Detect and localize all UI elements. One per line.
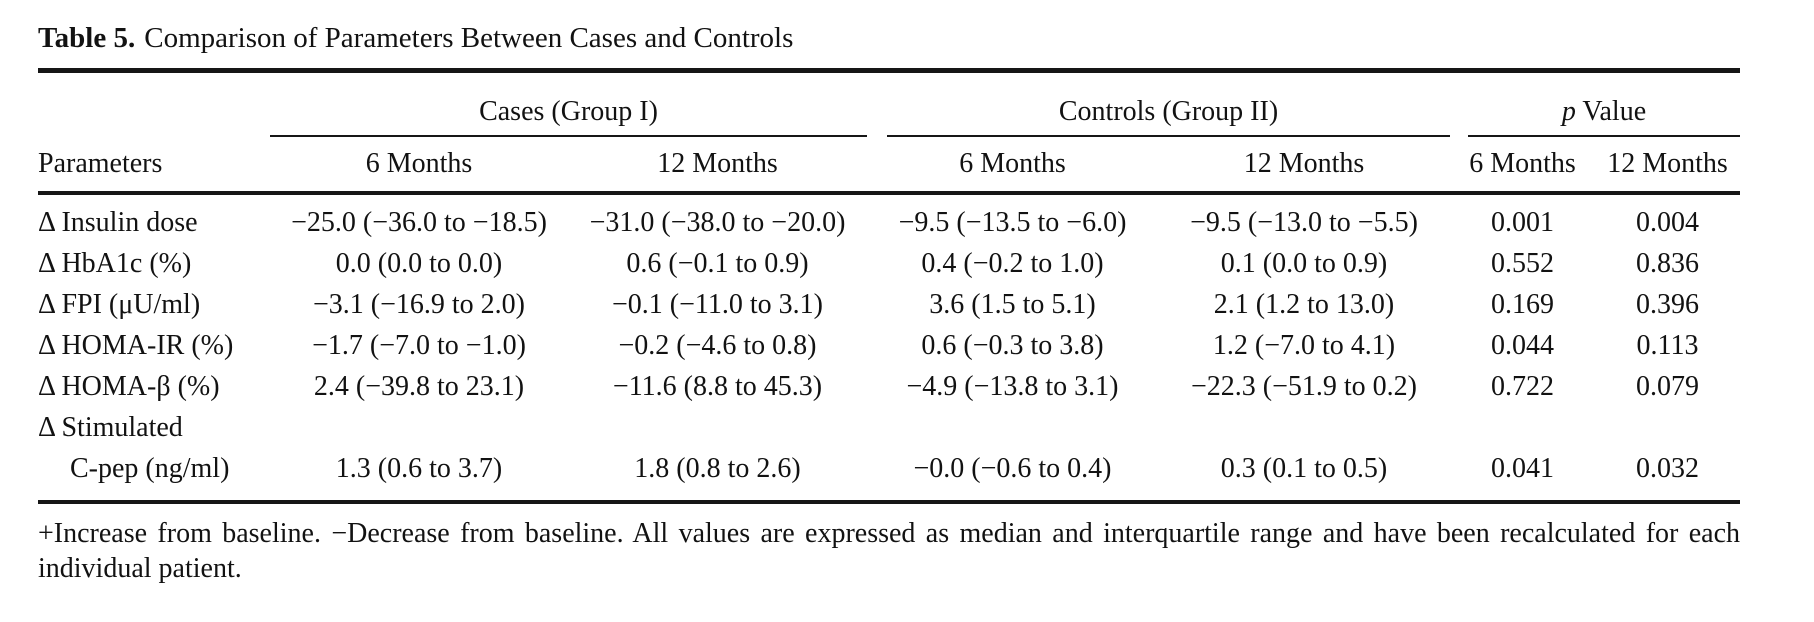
table-caption-text: Comparison of Parameters Between Cases a… [144,22,794,54]
group-header-spacer [38,71,270,138]
column-header-row: Parameters 6 Months 12 Months 6 Months 1… [38,137,1741,196]
value-cell-controls-12m: 1.2 (−7.0 to 4.1) [1212,329,1396,361]
value-cell-controls-6m: 0.6 (−0.3 to 3.8) [921,329,1104,361]
group-header-row: Cases (Group I) Controls (Group II) p Va… [38,71,1741,138]
value-cell-controls-12m: 0.3 (0.1 to 0.5) [1158,448,1451,505]
value-cell-controls-12m: −9.5 (−13.0 to −5.5) [1190,206,1418,238]
group-header-controls-label: Controls (Group II) [887,98,1451,138]
param-cell: Δ FPI (μU/ml) [38,288,201,320]
group-header-cases: Cases (Group I) [270,71,867,138]
pvalue-cell-12m: 0.836 [1636,247,1700,279]
value-cell-cases-6m: 2.4 (−39.8 to 23.1) [313,370,525,402]
pvalue-cell-12m: 0.032 [1595,448,1741,505]
table-row-fpi: Δ FPI (μU/ml) −3.1 (−16.9 to 2.0) −0.1 (… [38,284,1740,325]
value-cell-cases-12m: −0.2 (−4.6 to 0.8) [618,329,817,361]
group-header-controls: Controls (Group II) [867,71,1451,138]
value-cell-cases-12m: 1.8 (0.8 to 2.6) [568,448,867,505]
param-cell: Δ Insulin dose [38,206,198,238]
table-row-stimulated-label: Δ Stimulated [38,407,1740,448]
table-row-c-pep: C-pep (ng/ml) 1.3 (0.6 to 3.7) 1.8 (0.8 … [38,448,1741,505]
param-cell: Δ Stimulated [38,411,183,443]
comparison-table: Cases (Group I) Controls (Group II) p Va… [38,68,1741,505]
value-cell-cases-12m: −11.6 (8.8 to 45.3) [612,370,823,402]
pvalue-word: Value [1582,96,1647,128]
pvalue-cell-6m: 0.552 [1491,247,1555,279]
table-row-homa-beta: Δ HOMA-β (%) 2.4 (−39.8 to 23.1) −11.6 (… [38,366,1740,407]
value-cell-controls-12m: 0.1 (0.0 to 0.9) [1220,247,1388,279]
value-cell-cases-6m [270,407,568,448]
col-header-controls-12months: 12 Months [1158,137,1451,196]
pvalue-cell-12m: 0.396 [1636,288,1700,320]
value-cell-cases-6m: −1.7 (−7.0 to −1.0) [312,329,526,361]
table-row-homa-ir: Δ HOMA-IR (%) −1.7 (−7.0 to −1.0) −0.2 (… [38,325,1740,366]
pvalue-cell-12m: 0.004 [1636,206,1700,238]
col-header-parameters: Parameters [38,137,270,196]
value-cell-controls-12m: 2.1 (1.2 to 13.0) [1213,288,1395,320]
value-cell-cases-6m: −3.1 (−16.9 to 2.0) [312,288,525,320]
value-cell-controls-12m: −22.3 (−51.9 to 0.2) [1191,370,1418,402]
table-caption: Table 5. Comparison of Parameters Between… [38,22,1740,55]
value-cell-controls-6m: −0.0 (−0.6 to 0.4) [867,448,1158,505]
pvalue-cell-6m: 0.001 [1491,206,1555,238]
value-cell-controls-6m: −9.5 (−13.5 to −6.0) [898,206,1127,238]
group-header-pvalue-label: p Value [1468,96,1741,138]
pvalue-cell-6m: 0.169 [1491,288,1555,320]
col-header-controls-6months: 6 Months [867,137,1158,196]
footnote: +Increase from baseline. −Decrease from … [38,518,1740,584]
pvalue-cell-6m: 0.722 [1491,370,1555,402]
pvalue-cell-6m [1450,407,1595,448]
pvalue-cell-6m: 0.041 [1450,448,1596,505]
value-cell-cases-12m: 0.6 (−0.1 to 0.9) [626,247,809,279]
pvalue-cell-12m: 0.079 [1636,370,1700,402]
col-header-cases-6months: 6 Months [270,137,568,196]
value-cell-cases-6m: 1.3 (0.6 to 3.7) [270,448,568,505]
group-header-cases-label: Cases (Group I) [270,98,867,138]
value-cell-cases-12m: −0.1 (−11.0 to 3.1) [612,288,823,320]
pvalue-cell-12m [1595,407,1740,448]
value-cell-cases-6m: −25.0 (−36.0 to −18.5) [291,206,547,238]
value-cell-controls-6m: −4.9 (−13.8 to 3.1) [906,370,1119,402]
pvalue-cell-6m: 0.044 [1491,329,1555,361]
col-header-pvalue-6months: 6 Months [1450,137,1596,196]
col-header-cases-12months: 12 Months [568,137,867,196]
value-cell-controls-6m: 0.4 (−0.2 to 1.0) [921,247,1104,279]
table-row-insulin-dose: Δ Insulin dose −25.0 (−36.0 to −18.5) −3… [38,193,1740,243]
value-cell-controls-6m [867,407,1158,448]
pvalue-italic-p: p [1561,96,1576,128]
param-cell: Δ HOMA-IR (%) [38,329,234,361]
pvalue-cell-12m: 0.113 [1636,329,1699,361]
param-cell: Δ HOMA-β (%) [38,370,220,402]
value-cell-controls-12m [1158,407,1450,448]
param-cell: Δ HbA1c (%) [38,247,192,279]
table-caption-label: Table 5. [38,22,136,54]
param-cell: C-pep (ng/ml) [38,448,270,505]
value-cell-controls-6m: 3.6 (1.5 to 5.1) [929,288,1096,320]
group-header-pvalue: p Value [1450,71,1741,138]
value-cell-cases-12m: −31.0 (−38.0 to −20.0) [589,206,846,238]
table-row-hba1c: Δ HbA1c (%) 0.0 (0.0 to 0.0) 0.6 (−0.1 t… [38,243,1740,284]
col-header-pvalue-12months: 12 Months [1595,137,1741,196]
value-cell-cases-6m: 0.0 (0.0 to 0.0) [335,247,503,279]
value-cell-cases-12m [568,407,867,448]
